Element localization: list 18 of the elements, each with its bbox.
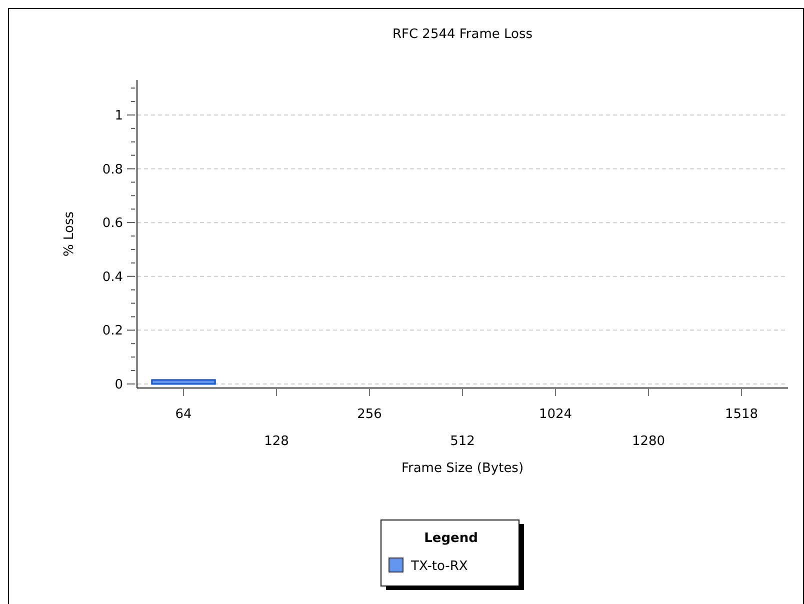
x-axis-title: Frame Size (Bytes) <box>401 461 524 476</box>
chart-title: RFC 2544 Frame Loss <box>392 27 533 42</box>
x-tick-label: 1280 <box>632 434 666 449</box>
y-tick-label: 0.4 <box>102 270 123 285</box>
x-tick-label: 512 <box>450 434 475 449</box>
x-tick-label: 128 <box>264 434 289 449</box>
legend-title: Legend <box>424 531 478 546</box>
x-tick-label: 256 <box>357 407 382 422</box>
x-tick-label: 1518 <box>724 407 758 422</box>
y-axis-title: % Loss <box>62 211 77 256</box>
y-tick-label: 0.8 <box>102 162 123 178</box>
x-tick-label: 1024 <box>538 407 572 422</box>
y-tick-label: 0 <box>114 378 123 393</box>
y-tick-label: 0.2 <box>102 324 123 339</box>
y-tick-label: 0.6 <box>102 216 123 232</box>
y-tick-label: 1 <box>114 108 123 124</box>
legend-label: TX-to-RX <box>410 559 468 574</box>
x-tick-label: 64 <box>175 407 192 422</box>
